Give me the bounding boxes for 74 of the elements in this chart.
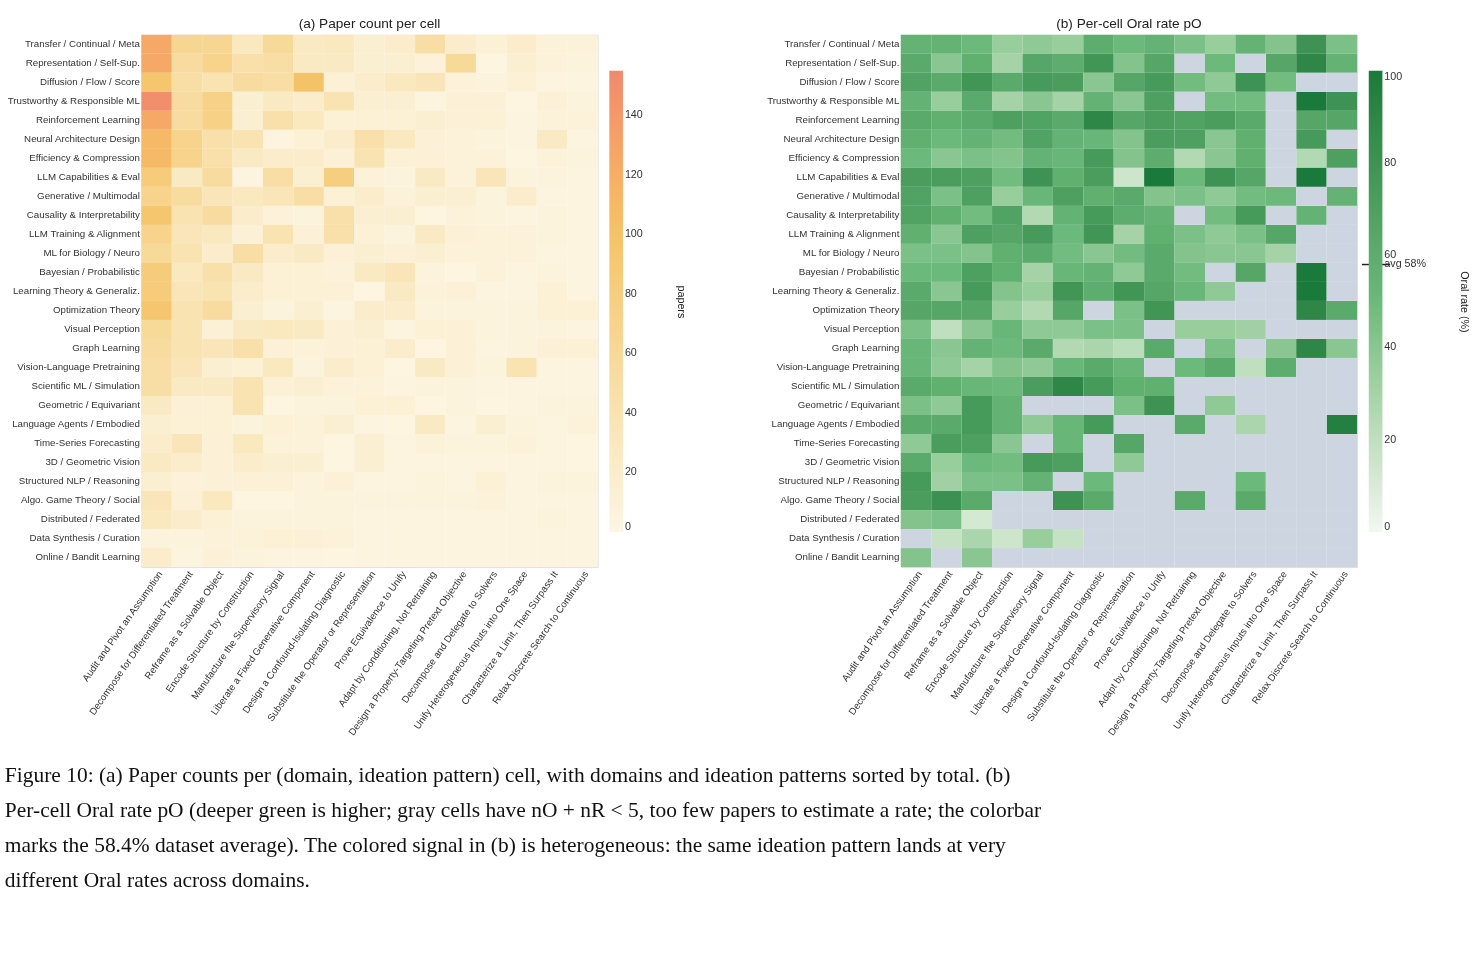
y-tick-label: Visual Perception (823, 323, 900, 335)
chart-title: (a) Paper count per cell (298, 15, 441, 31)
y-tick-label: Bayesian / Probabilistic (39, 266, 141, 278)
y-tick-label: Structured NLP / Reasoning (778, 475, 900, 487)
y-tick-label: LLM Capabilities & Eval (796, 171, 900, 183)
y-tick-label: 3D / Geometric Vision (45, 456, 140, 468)
color-bar-label: 140 (624, 108, 643, 121)
color-bar-label: 100 (1384, 69, 1403, 82)
y-tick-label: Reinforcement Learning (795, 114, 900, 126)
y-tick-label: LLM Capabilities & Eval (37, 171, 140, 183)
color-bar-label: 80 (1384, 156, 1397, 168)
color-bar-title: papers (675, 285, 688, 319)
color-bar-label: 120 (624, 167, 643, 180)
y-tick-label: Geometric / Equivariant (38, 399, 141, 411)
y-tick-label: Representation / Self-Sup. (785, 57, 900, 69)
y-tick-label: Structured NLP / Reasoning (18, 475, 140, 487)
y-tick-label: Bayesian / Probabilistic (798, 266, 900, 278)
y-tick-label: Graph Learning (72, 342, 140, 354)
y-tick-label: Geometric / Equivariant (797, 399, 900, 411)
caption: Figure 10: (a) Paper counts per (domain, ideation pattern) cell, with domains and ideation patterns sorted by total. (b) Per-cell Oral rate pO (deeper green is higher; gray cells have nO + nR < 5, too few papers to estimate a rate; the colorbar marks the 58.4% dataset average). The colored signal in (b) is heterogeneous: the same ideation pattern lands at very different Oral rates across domains. (4, 762, 1042, 892)
y-tick-label: Scientific ML / Simulation (31, 380, 140, 392)
y-tick-label: ML for Biology / Neuro (43, 247, 140, 259)
y-tick-label: Algo. Game Theory / Social (21, 494, 140, 506)
y-tick-label: Optimization Theory (812, 304, 900, 316)
y-tick-label: LLM Training & Alignment (28, 228, 141, 240)
color-bar-label: 20 (1384, 432, 1397, 445)
y-tick-label: Trustworthy & Responsible ML (767, 95, 900, 107)
y-tick-label: 3D / Geometric Vision (804, 456, 900, 468)
y-tick-label: Visual Perception (64, 323, 140, 335)
color-bar-label: 40 (624, 405, 637, 418)
y-tick-label: Transfer / Continual / Meta (784, 38, 900, 50)
y-tick-label: Trustworthy & Responsible ML (7, 95, 141, 107)
y-tick-label: Vision-Language Pretraining (17, 361, 140, 373)
y-tick-label: Data Synthesis / Curation (29, 532, 140, 544)
y-tick-label: Distributed / Federated (800, 513, 900, 525)
y-tick-label: Learning Theory & Generaliz. (12, 285, 140, 297)
y-tick-label: Generative / Multimodal (37, 190, 140, 202)
y-tick-label: Efficiency & Compression (788, 152, 900, 164)
y-tick-label: Online / Bandit Learning (794, 551, 900, 563)
color-bar-label: 0 (624, 520, 631, 533)
y-tick-label: Data Synthesis / Curation (788, 532, 900, 544)
y-tick-label: Algo. Game Theory / Social (780, 494, 900, 506)
y-tick-label: Time-Series Forecasting (34, 437, 140, 449)
y-tick-label: Efficiency & Compression (29, 152, 140, 164)
y-tick-label: Causality & Interpretability (26, 209, 141, 221)
color-bar-label: 0 (1384, 520, 1391, 533)
y-tick-label: Reinforcement Learning (35, 114, 140, 126)
y-tick-label: Graph Learning (831, 342, 900, 354)
y-tick-label: Optimization Theory (52, 304, 141, 316)
y-tick-label: Diffusion / Flow / Score (39, 76, 140, 88)
y-tick-label: LLM Training & Alignment (788, 228, 900, 240)
y-tick-label: Time-Series Forecasting (793, 437, 900, 449)
color-bar-label: 40 (1384, 340, 1397, 353)
color-bar-label: 20 (624, 465, 637, 478)
y-tick-label: Language Agents / Embodied (771, 418, 900, 430)
y-tick-label: Diffusion / Flow / Score (799, 76, 900, 88)
y-tick-label: Transfer / Continual / Meta (25, 38, 141, 50)
y-tick-label: Generative / Multimodal (796, 190, 900, 202)
y-tick-label: Causality & Interpretability (786, 209, 900, 221)
y-tick-label: Distributed / Federated (40, 513, 140, 525)
y-tick-label: Neural Architecture Design (783, 133, 900, 145)
y-tick-label: Representation / Self-Sup. (25, 57, 140, 69)
color-bar-label: 60 (624, 346, 637, 359)
color-bar-label: 80 (624, 286, 637, 299)
color-bar-title: Oral rate (%) (1459, 271, 1472, 333)
y-tick-label: Vision-Language Pretraining (776, 361, 900, 373)
y-tick-label: Language Agents / Embodied (12, 418, 140, 430)
chart-title: (b) Per-cell Oral rate pO (1056, 15, 1202, 31)
y-tick-label: Learning Theory & Generaliz. (772, 285, 900, 297)
y-tick-label: ML for Biology / Neuro (802, 247, 900, 259)
y-tick-label: Online / Bandit Learning (35, 551, 140, 563)
y-tick-label: Neural Architecture Design (24, 133, 140, 145)
color-bar-label: 100 (624, 227, 643, 240)
y-tick-label: Scientific ML / Simulation (790, 380, 900, 392)
